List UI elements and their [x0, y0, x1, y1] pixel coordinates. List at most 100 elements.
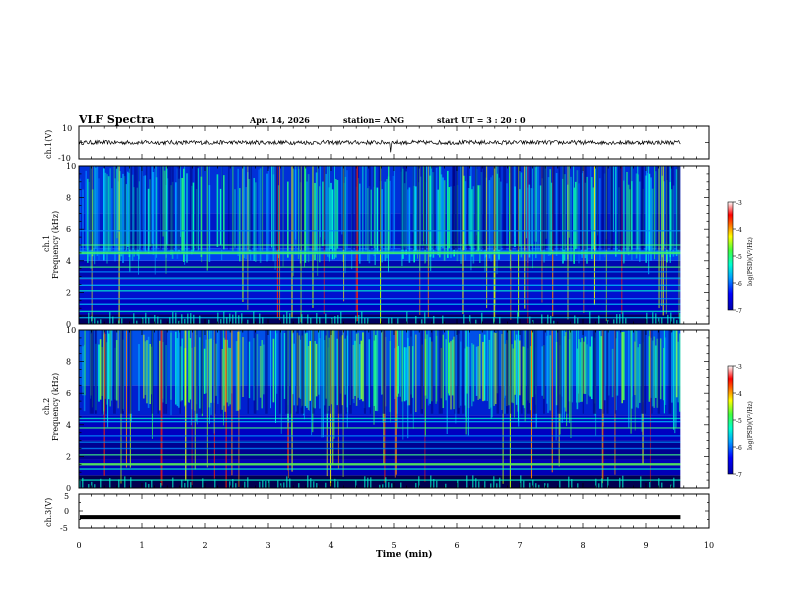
spectral-streak	[655, 171, 657, 250]
low-frequency-spike	[559, 480, 561, 488]
frequency-tick-label: 6	[66, 389, 71, 398]
low-frequency-spike	[361, 311, 363, 324]
dark-gap	[677, 166, 681, 250]
time-tick-label: 7	[517, 541, 522, 550]
spectral-streak	[479, 333, 481, 399]
spectral-streak	[539, 185, 542, 253]
spectral-streak	[579, 342, 582, 403]
colorbar-tick-label: -4	[736, 391, 742, 398]
colorbar-tick-label: -4	[736, 227, 742, 234]
sferic-streak	[662, 166, 664, 316]
time-axis-tick-labels: 0 1 2 3 4 5 6 7 8 9 10	[76, 541, 714, 550]
sferic-streak	[162, 166, 164, 237]
sferic-streak	[292, 166, 294, 276]
ch1-colorbar-ticks: -3 -4 -5 -6 -7	[733, 200, 742, 315]
spectral-streak	[591, 177, 593, 260]
dark-gap	[541, 166, 544, 250]
tonal-band	[79, 427, 681, 429]
spectral-streak	[261, 340, 263, 409]
sferic-streak	[455, 330, 457, 424]
spectral-streak	[83, 344, 86, 412]
spectral-streak	[405, 347, 407, 401]
sferic-streak	[213, 330, 215, 434]
low-frequency-spike	[313, 481, 315, 488]
low-frequency-spike	[178, 320, 180, 324]
sferic-streak	[430, 166, 432, 272]
sferic-streak	[362, 166, 364, 254]
spectral-streak	[488, 180, 491, 259]
dark-gap	[420, 166, 422, 250]
low-frequency-spike	[307, 475, 309, 488]
sferic-streak	[402, 330, 404, 440]
spectral-streak	[647, 172, 649, 250]
sferic-streak	[649, 330, 651, 400]
sferic-streak	[675, 330, 677, 428]
ch2-colorbar: -3 -4 -5 -6 -7 log(PSD)(V²/Hz)	[727, 364, 754, 479]
spectral-streak	[146, 340, 148, 404]
low-frequency-spike	[109, 477, 111, 488]
sferic-streak	[517, 330, 519, 423]
dark-gap	[457, 330, 461, 414]
spectral-streak	[234, 189, 236, 248]
dark-gap	[355, 166, 357, 250]
sferic-streak	[210, 330, 212, 415]
spectral-streak	[357, 332, 359, 398]
low-frequency-spike	[499, 316, 501, 324]
sferic-streak	[194, 330, 196, 470]
dark-gap	[566, 330, 569, 414]
spectral-streak	[144, 175, 147, 253]
spectral-streak	[555, 173, 558, 256]
sferic-streak	[573, 166, 574, 247]
time-tick-label: 1	[139, 541, 144, 550]
low-frequency-spike	[478, 481, 480, 488]
frequency-tick-label: 2	[66, 452, 71, 461]
low-frequency-spike	[607, 477, 609, 488]
low-frequency-spike	[316, 312, 318, 324]
ch3-waveform-ticks	[78, 493, 710, 529]
dark-gap	[594, 330, 597, 414]
frequency-tick-label: 10	[66, 326, 76, 335]
spectral-streak	[239, 331, 241, 410]
sferic-streak	[547, 330, 549, 413]
colorbar-tick-label: -7	[736, 308, 742, 315]
ch1-ytick-top: 10	[62, 124, 72, 133]
low-frequency-spike	[88, 312, 90, 324]
sferic-streak	[280, 330, 282, 434]
low-frequency-spike	[655, 313, 657, 324]
spectral-streak	[459, 341, 462, 406]
ch3-ylabel: ch.3(V)	[44, 498, 53, 527]
sferic-streak	[570, 330, 572, 439]
sferic-streak	[486, 330, 488, 402]
spectral-streak	[336, 338, 339, 406]
dark-gap	[342, 166, 345, 250]
spectral-streak	[477, 346, 479, 401]
start-time-label: start UT = 3 : 20 : 0	[437, 115, 526, 125]
spectral-streak	[627, 184, 630, 256]
dark-gap	[582, 330, 585, 414]
frequency-tick-label: 8	[66, 194, 71, 203]
spectral-streak	[117, 330, 119, 409]
dark-gap	[583, 166, 587, 250]
low-frequency-spike	[568, 476, 570, 488]
low-frequency-spike	[523, 480, 525, 488]
spectral-streak	[306, 181, 308, 251]
spectral-streak	[466, 346, 468, 394]
dark-gap	[337, 330, 340, 414]
dark-gap	[656, 166, 658, 250]
sferic-streak	[113, 166, 115, 247]
sferic-streak	[282, 166, 284, 267]
sferic-streak	[243, 166, 245, 259]
spectral-streak	[362, 332, 364, 402]
low-frequency-spike	[319, 317, 321, 324]
spectral-streak	[384, 181, 387, 262]
spectral-streak	[495, 333, 497, 405]
spectral-streak	[650, 177, 652, 261]
spectral-streak	[506, 183, 508, 246]
low-frequency-spike	[550, 315, 552, 324]
low-frequency-spike	[640, 476, 642, 488]
dark-gap	[296, 330, 299, 414]
dark-gap	[454, 330, 456, 414]
low-frequency-spike	[220, 319, 222, 324]
spectral-streak	[426, 334, 428, 399]
spectral-streak	[586, 176, 588, 264]
